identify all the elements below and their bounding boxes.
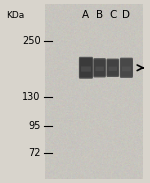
- Text: A: A: [82, 10, 90, 20]
- FancyBboxPatch shape: [80, 58, 92, 78]
- FancyBboxPatch shape: [106, 59, 119, 77]
- Text: KDa: KDa: [6, 12, 24, 20]
- FancyBboxPatch shape: [93, 58, 106, 77]
- Text: B: B: [96, 10, 103, 20]
- FancyBboxPatch shape: [94, 59, 105, 76]
- Text: 250: 250: [22, 36, 40, 46]
- FancyBboxPatch shape: [122, 66, 131, 71]
- FancyBboxPatch shape: [95, 67, 104, 71]
- Text: 72: 72: [28, 148, 40, 158]
- FancyBboxPatch shape: [107, 60, 118, 76]
- FancyBboxPatch shape: [109, 67, 117, 71]
- Text: 130: 130: [22, 92, 40, 102]
- FancyBboxPatch shape: [120, 59, 132, 77]
- FancyBboxPatch shape: [81, 66, 91, 72]
- FancyBboxPatch shape: [79, 57, 93, 79]
- Text: 95: 95: [28, 121, 40, 131]
- FancyBboxPatch shape: [120, 58, 133, 78]
- Text: D: D: [122, 10, 130, 20]
- Text: C: C: [109, 10, 116, 20]
